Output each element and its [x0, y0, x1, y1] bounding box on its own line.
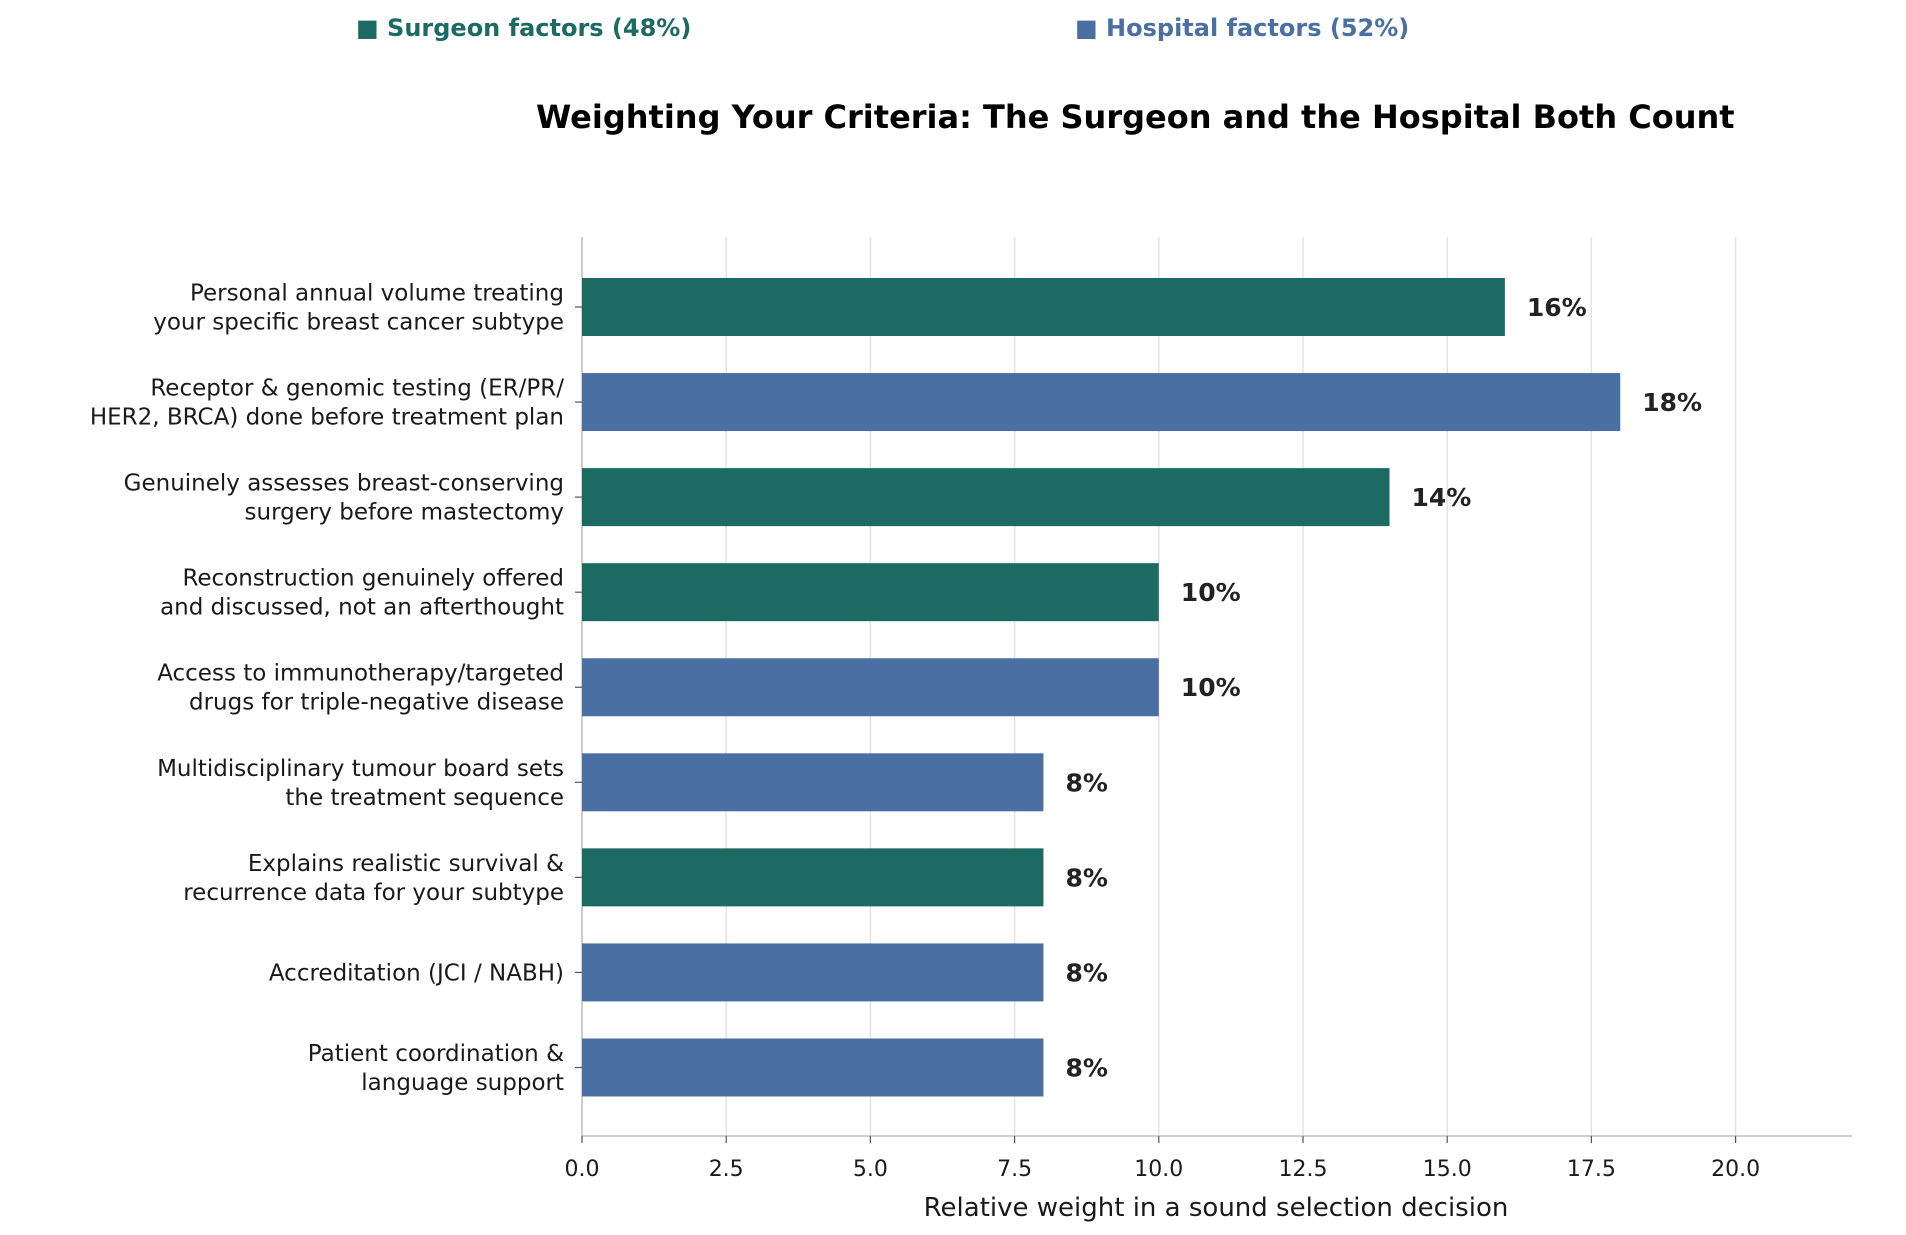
category-label-line: Access to immunotherapy/targeted — [157, 661, 564, 687]
category-label-line: Multidisciplinary tumour board sets — [157, 756, 564, 782]
bar-hospital — [582, 658, 1159, 717]
legend-hospital-label: ■ Hospital factors (52%) — [1075, 14, 1410, 42]
x-tick-label: 10.0 — [1134, 1157, 1183, 1182]
legend-hospital: ■ Hospital factors (52%) — [1075, 14, 1409, 42]
category-label-line: Genuinely assesses breast-conserving — [124, 471, 564, 497]
value-label: 18% — [1642, 388, 1702, 417]
category-label: Explains realistic survival & recurrence … — [183, 851, 564, 906]
category-label: Accreditation (JCI / NABH) — [269, 960, 564, 986]
category-label-line: Explains realistic survival & — [248, 851, 564, 877]
x-tick-label: 20.0 — [1711, 1157, 1760, 1182]
x-tick-label: 7.5 — [997, 1157, 1032, 1182]
value-label: 8% — [1065, 958, 1107, 987]
category-label-line: Personal annual volume treating — [190, 281, 564, 307]
labels: 0.0 2.5 5.0 7.5 10.0 12.5 15.0 17.5 20.0 16% Perso… — [90, 281, 1760, 1183]
x-tick-label: 2.5 — [709, 1157, 744, 1182]
category-label: Personal annual volume treating your spec… — [153, 281, 564, 336]
bar-hospital — [582, 753, 1044, 812]
value-label: 8% — [1065, 768, 1107, 797]
bar-surgeon — [582, 468, 1390, 527]
bar-surgeon — [582, 278, 1505, 336]
x-tick-label: 15.0 — [1423, 1157, 1472, 1182]
category-label-line: Patient coordination & — [308, 1041, 564, 1067]
category-label-line: Accreditation (JCI / NABH) — [269, 960, 564, 986]
category-label: Receptor & genomic testing (ER/PR/HER2, … — [90, 376, 564, 431]
category-label: Patient coordination & language support — [308, 1041, 564, 1096]
category-label-line: recurrence data for your subtype — [183, 880, 564, 906]
x-tick-label: 5.0 — [853, 1157, 888, 1182]
bar-hospital — [582, 1038, 1044, 1097]
category-label-line: and discussed, not an afterthought — [160, 595, 564, 621]
category-label: Genuinely assesses breast-conserving surg… — [124, 471, 564, 526]
bar-hospital — [582, 943, 1044, 1002]
value-label: 16% — [1527, 293, 1587, 322]
x-tick-label: 12.5 — [1279, 1157, 1328, 1182]
value-label: 8% — [1065, 863, 1107, 892]
legend-surgeon-label: ■ Surgeon factors (48%) — [356, 14, 692, 42]
category-label-line: drugs for triple-negative disease — [189, 690, 564, 716]
category-label: Multidisciplinary tumour board sets the t… — [157, 756, 564, 811]
category-label-line: Receptor & genomic testing (ER/PR/ — [150, 376, 564, 402]
bar-surgeon — [582, 563, 1159, 622]
bars — [582, 278, 1621, 1097]
category-label-line: your specific breast cancer subtype — [153, 310, 564, 336]
category-label: Reconstruction genuinely offered and disc… — [160, 566, 564, 621]
x-axis-label: Relative weight in a sound selection dec… — [924, 1193, 1509, 1223]
category-label-line: the treatment sequence — [285, 785, 564, 811]
category-label-line: Reconstruction genuinely offered — [182, 566, 564, 592]
value-label: 10% — [1181, 578, 1241, 607]
category-label-line: HER2, BRCA) done before treatment plan — [90, 405, 564, 431]
value-label: 10% — [1181, 673, 1241, 702]
category-label: Access to immunotherapy/targeted drugs fo… — [157, 661, 564, 716]
category-label-line: surgery before mastectomy — [245, 500, 564, 526]
category-label-line: language support — [361, 1070, 564, 1096]
bar-hospital — [582, 373, 1621, 432]
legend-surgeon: ■ Surgeon factors (48%) — [356, 14, 691, 42]
x-tick-label: 17.5 — [1567, 1157, 1616, 1182]
value-label: 14% — [1412, 483, 1472, 512]
value-label: 8% — [1065, 1053, 1107, 1082]
chart-title: Weighting Your Criteria: The Surgeon and… — [536, 98, 1735, 136]
x-tick-label: 0.0 — [565, 1157, 600, 1182]
bar-surgeon — [582, 848, 1044, 907]
